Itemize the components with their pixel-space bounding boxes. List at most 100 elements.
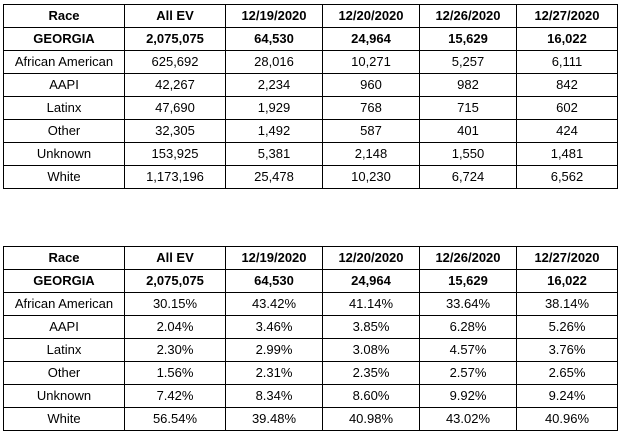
table-cell: 43.42%	[225, 292, 323, 316]
table-cell: 2.65%	[516, 361, 618, 385]
table-cell: 960	[322, 73, 420, 97]
table-cell: 16,022	[516, 269, 618, 293]
table-cell: 24,964	[322, 27, 420, 51]
table-cell: 2,148	[322, 142, 420, 166]
header-cell-date: 12/26/2020	[419, 4, 517, 28]
table-cell: 25,478	[225, 165, 323, 189]
table-cell: 768	[322, 96, 420, 120]
early-vote-counts-table: Race All EV 12/19/2020 12/20/2020 12/26/…	[3, 4, 618, 189]
table-cell: 1.56%	[124, 361, 226, 385]
row-label: Other	[3, 361, 125, 385]
row-label: GEORGIA	[3, 269, 125, 293]
row-label: AAPI	[3, 315, 125, 339]
row-label: Unknown	[3, 384, 125, 408]
table-row: White 1,173,196 25,478 10,230 6,724 6,56…	[3, 165, 618, 189]
table-cell: 2,075,075	[124, 27, 226, 51]
row-label: African American	[3, 50, 125, 74]
table-cell: 2.31%	[225, 361, 323, 385]
table-cell: 625,692	[124, 50, 226, 74]
header-cell-date: 12/26/2020	[419, 246, 517, 270]
table-cell: 3.46%	[225, 315, 323, 339]
table-cell: 602	[516, 96, 618, 120]
row-label: Latinx	[3, 96, 125, 120]
table-row: African American 625,692 28,016 10,271 5…	[3, 50, 618, 74]
table-cell: 32,305	[124, 119, 226, 143]
row-label: Other	[3, 119, 125, 143]
table-cell: 9.24%	[516, 384, 618, 408]
table-cell: 30.15%	[124, 292, 226, 316]
table-cell: 10,271	[322, 50, 420, 74]
table-cell: 715	[419, 96, 517, 120]
table-cell: 42,267	[124, 73, 226, 97]
row-label: Unknown	[3, 142, 125, 166]
table-cell: 4.57%	[419, 338, 517, 362]
table-cell: 6.28%	[419, 315, 517, 339]
table-cell: 43.02%	[419, 407, 517, 431]
header-cell-race: Race	[3, 4, 125, 28]
table-cell: 16,022	[516, 27, 618, 51]
table-cell: 2.04%	[124, 315, 226, 339]
header-cell-date: 12/20/2020	[322, 4, 420, 28]
table-cell: 2,234	[225, 73, 323, 97]
table-row: Other 32,305 1,492 587 401 424	[3, 119, 618, 143]
table-cell: 1,929	[225, 96, 323, 120]
table-cell: 38.14%	[516, 292, 618, 316]
table-cell: 842	[516, 73, 618, 97]
table-cell: 8.60%	[322, 384, 420, 408]
table-cell: 24,964	[322, 269, 420, 293]
table-cell: 15,629	[419, 269, 517, 293]
table-cell: 1,492	[225, 119, 323, 143]
georgia-total-row: GEORGIA 2,075,075 64,530 24,964 15,629 1…	[3, 27, 618, 51]
table-row: AAPI 42,267 2,234 960 982 842	[3, 73, 618, 97]
table-row: Latinx 2.30% 2.99% 3.08% 4.57% 3.76%	[3, 338, 618, 362]
table-cell: 40.96%	[516, 407, 618, 431]
table-row: AAPI 2.04% 3.46% 3.85% 6.28% 5.26%	[3, 315, 618, 339]
table-cell: 3.76%	[516, 338, 618, 362]
georgia-total-row: GEORGIA 2,075,075 64,530 24,964 15,629 1…	[3, 269, 618, 293]
header-row: Race All EV 12/19/2020 12/20/2020 12/26/…	[3, 4, 618, 28]
table-cell: 1,481	[516, 142, 618, 166]
header-cell-date: 12/19/2020	[225, 4, 323, 28]
table-cell: 2.57%	[419, 361, 517, 385]
header-cell-date: 12/19/2020	[225, 246, 323, 270]
table-cell: 8.34%	[225, 384, 323, 408]
table-cell: 15,629	[419, 27, 517, 51]
table-row: Unknown 153,925 5,381 2,148 1,550 1,481	[3, 142, 618, 166]
row-label: Latinx	[3, 338, 125, 362]
table-cell: 7.42%	[124, 384, 226, 408]
table-cell: 2.99%	[225, 338, 323, 362]
row-label: White	[3, 165, 125, 189]
table-row: African American 30.15% 43.42% 41.14% 33…	[3, 292, 618, 316]
early-vote-share-table: Race All EV 12/19/2020 12/20/2020 12/26/…	[3, 246, 618, 431]
header-cell-all-ev: All EV	[124, 246, 226, 270]
table-cell: 1,550	[419, 142, 517, 166]
table-cell: 39.48%	[225, 407, 323, 431]
table-cell: 2.35%	[322, 361, 420, 385]
table-row: White 56.54% 39.48% 40.98% 43.02% 40.96%	[3, 407, 618, 431]
table-row: Unknown 7.42% 8.34% 8.60% 9.92% 9.24%	[3, 384, 618, 408]
header-cell-date: 12/27/2020	[516, 4, 618, 28]
table-cell: 5.26%	[516, 315, 618, 339]
row-label: African American	[3, 292, 125, 316]
table-cell: 33.64%	[419, 292, 517, 316]
table-cell: 1,173,196	[124, 165, 226, 189]
table-cell: 6,562	[516, 165, 618, 189]
table-cell: 153,925	[124, 142, 226, 166]
table-cell: 2,075,075	[124, 269, 226, 293]
table-cell: 587	[322, 119, 420, 143]
header-row: Race All EV 12/19/2020 12/20/2020 12/26/…	[3, 246, 618, 270]
table-cell: 2.30%	[124, 338, 226, 362]
table-cell: 41.14%	[322, 292, 420, 316]
table-cell: 5,257	[419, 50, 517, 74]
row-label: GEORGIA	[3, 27, 125, 51]
table-cell: 9.92%	[419, 384, 517, 408]
table-cell: 64,530	[225, 269, 323, 293]
table-cell: 401	[419, 119, 517, 143]
table-cell: 3.08%	[322, 338, 420, 362]
table-row: Latinx 47,690 1,929 768 715 602	[3, 96, 618, 120]
table-cell: 424	[516, 119, 618, 143]
row-label: White	[3, 407, 125, 431]
table-cell: 10,230	[322, 165, 420, 189]
row-label: AAPI	[3, 73, 125, 97]
table-row: Other 1.56% 2.31% 2.35% 2.57% 2.65%	[3, 361, 618, 385]
